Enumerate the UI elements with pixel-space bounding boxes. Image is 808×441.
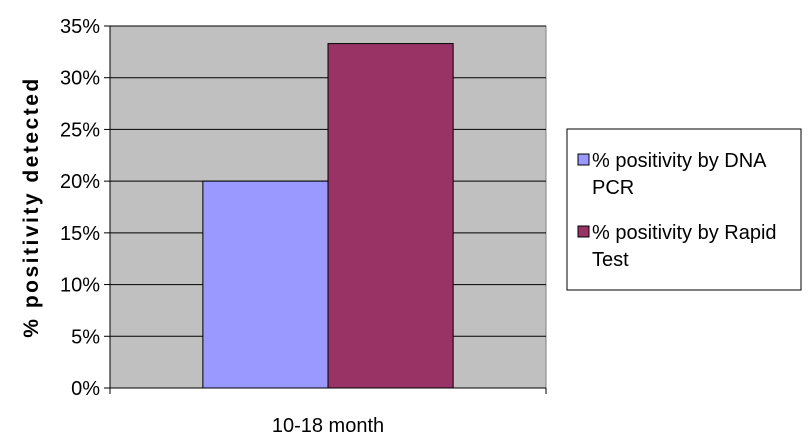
legend: % positivity by DNA PCR % positivity by … bbox=[566, 128, 802, 291]
y-tick-label-10: 10% bbox=[60, 275, 100, 297]
legend-swatch-rapid-test bbox=[577, 225, 590, 238]
legend-swatch-dna-pcr bbox=[577, 153, 590, 166]
legend-label-rapid-test-line2: Test bbox=[592, 249, 629, 271]
bar-series-1-cat-0 bbox=[327, 43, 454, 389]
legend-label-rapid-test-line1: % positivity by Rapid bbox=[592, 222, 777, 244]
y-tick-labels: 0% 5% 10% 15% 20% 25% 30% 35% bbox=[60, 16, 100, 400]
bars bbox=[202, 43, 454, 389]
y-axis-title: % positivity detected bbox=[20, 76, 43, 337]
legend-label-dna-pcr-line1: % positivity by DNA bbox=[592, 150, 767, 172]
legend-label-dna-pcr-line2: PCR bbox=[592, 177, 634, 199]
y-tick-label-35: 35% bbox=[60, 16, 100, 38]
bar-series-0-cat-0 bbox=[202, 180, 329, 389]
y-tick-label-5: 5% bbox=[71, 326, 100, 348]
y-tick-label-30: 30% bbox=[60, 68, 100, 90]
y-tick-label-20: 20% bbox=[60, 171, 100, 193]
y-tick-label-25: 25% bbox=[60, 119, 100, 141]
y-tick-label-15: 15% bbox=[60, 223, 100, 245]
legend-box bbox=[566, 128, 802, 291]
axes bbox=[104, 25, 547, 394]
x-category-label: 10-18 month bbox=[272, 415, 384, 437]
y-tick-label-0: 0% bbox=[71, 378, 100, 400]
